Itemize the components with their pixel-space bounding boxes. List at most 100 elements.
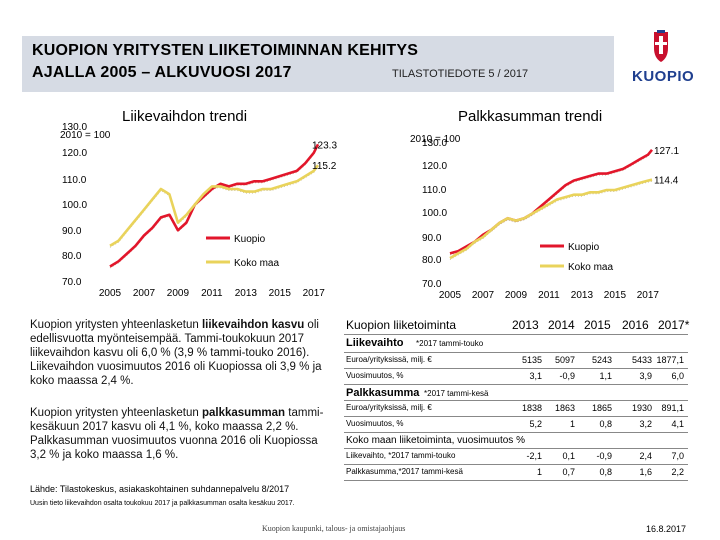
chart-title-liikevaihto: Liikevaihdon trendi [122,108,248,125]
header-band [22,36,614,92]
table-row-value: -0,9 [596,451,612,461]
table-section-koko-maa: Koko maan liiketoiminta, vuosimuutos % [346,435,525,446]
table-row-value: 1863 [554,403,575,413]
table-divider [344,400,688,401]
legend-label: Kuopio [234,234,266,245]
x-tick-label: 2005 [99,288,122,299]
table-row-value: 0,7 [562,467,575,477]
table-row-value: -2,1 [526,451,542,461]
table-header-label: Kuopion liiketoiminta [346,318,457,332]
index-base-label: 2010 = 100 [60,130,111,141]
table-row-value: 4,1 [671,419,684,429]
table-divider [344,368,688,369]
y-tick-label: 100.0 [422,208,447,219]
table-row-value: 0,8 [599,467,612,477]
x-tick-label: 2007 [472,290,495,301]
table-row-value: 1,6 [639,467,652,477]
table-row-value: 5097 [554,355,575,365]
page-title-line1: KUOPION YRITYSTEN LIIKETOIMINNAN KEHITYS [32,42,419,59]
table-row-value: 5,2 [529,419,542,429]
table-row-label: Palkkasumma,*2017 tammi-kesä [346,467,463,476]
table-divider [344,384,688,385]
table-row-value: -0,9 [559,371,575,381]
table-row-value: 1838 [521,403,542,413]
index-base-label: 2010 = 100 [410,134,461,145]
footer-organization: Kuopion kaupunki, talous- ja omistajaohj… [262,524,406,533]
x-tick-label: 2009 [167,288,190,299]
table-row-label: Euroa/yrityksissä, milj. € [346,355,432,364]
y-tick-label: 80.0 [62,251,82,262]
table-row-label: Vuosimuutos, % [346,371,404,380]
y-tick-label: 110.0 [62,175,87,186]
end-value-label: 115.2 [312,161,337,172]
table-row-value: 1 [536,467,542,477]
para1-text-b: oli edellisvuotta myönteisempää. Tammi-t… [30,319,322,387]
x-tick-label: 2013 [571,290,594,301]
x-tick-label: 2005 [439,290,462,301]
table-row-label: Liikevaihto, *2017 tammi-touko [346,451,456,460]
series-line-kuopio [449,148,654,255]
table-row-label: Euroa/yrityksissä, milj. € [346,403,432,412]
footer-date: 16.8.2017 [646,524,687,534]
y-tick-label: 130.0 [62,122,87,133]
table-row-value: 2,4 [639,451,652,461]
kuopio-logo-text: KUOPIO [632,68,695,85]
para2-text-b: tammi-kesäkuun 2017 kasvu oli 4,1 %, kok… [30,407,324,461]
table-header-year: 2015 [584,318,611,332]
end-value-label: 114.4 [654,176,679,187]
table-header-year: 2013 [512,318,539,332]
y-tick-label: 90.0 [422,233,442,244]
x-tick-label: 2015 [604,290,627,301]
table-section-note: *2017 tammi-touko [416,339,484,348]
source-note: Lähde: Tilastokeskus, asiakaskohtainen s… [30,484,290,494]
table-row-value: 3,2 [639,419,652,429]
table-divider [344,416,688,417]
para2-bold: palkkasumman [201,407,286,419]
source-detail-note: Uusin tieto liikevaihdon osalta toukokuu… [30,500,295,507]
x-tick-label: 2009 [505,290,528,301]
table-divider [344,334,688,335]
table-row-value: 1930 [631,403,652,413]
x-tick-label: 2017 [637,290,660,301]
y-tick-label: 120.0 [422,161,447,172]
series-line-koko-maa [109,164,320,247]
x-tick-label: 2017 [303,288,326,299]
series-jitter [109,166,319,248]
table-row-value: 3,1 [529,371,542,381]
y-tick-label: 110.0 [422,185,447,196]
x-tick-label: 2011 [201,288,223,299]
table-row-value: 1,1 [599,371,612,381]
table-row-value: 891,1 [661,403,684,413]
table-row-value: 1 [569,419,575,429]
para1-text-a: Kuopion yritysten yhteenlasketun [30,319,202,331]
table-row-value: 5243 [591,355,612,365]
x-tick-label: 2007 [133,288,156,299]
series-line-koko-maa [449,178,653,260]
y-tick-label: 80.0 [422,255,442,266]
y-tick-label: 90.0 [62,226,82,237]
table-row-value: 6,0 [671,371,684,381]
y-tick-label: 70.0 [62,277,82,288]
table-row-value: 2,2 [671,467,684,477]
x-tick-label: 2013 [235,288,258,299]
kuopio-crest-icon [654,30,668,62]
y-tick-label: 70.0 [422,279,442,290]
x-tick-label: 2011 [538,290,560,301]
table-row-value: 1865 [591,403,612,413]
end-value-label: 123.3 [312,140,337,151]
table-header-year: 2017* [658,318,690,332]
para2-text-a: Kuopion yritysten yhteenlasketun [30,407,202,419]
table-divider [344,352,688,353]
table-row-value: 0,1 [562,451,575,461]
table-divider [344,432,688,433]
table-row-value: 3,9 [639,371,652,381]
chart-title-palkkasumma: Palkkasumman trendi [458,108,603,125]
table-header-year: 2016 [622,318,649,332]
paragraph-palkkasumma: Kuopion yritysten yhteenlasketun palkkas… [30,406,326,462]
table-header-year: 2014 [548,318,575,332]
table-divider [344,480,688,481]
table-row-label: Vuosimuutos, % [346,419,404,428]
stats-table: Kuopion liiketoiminta 2013 2014 2015 2016 201… [344,316,690,481]
table-row-value: 5135 [521,355,542,365]
